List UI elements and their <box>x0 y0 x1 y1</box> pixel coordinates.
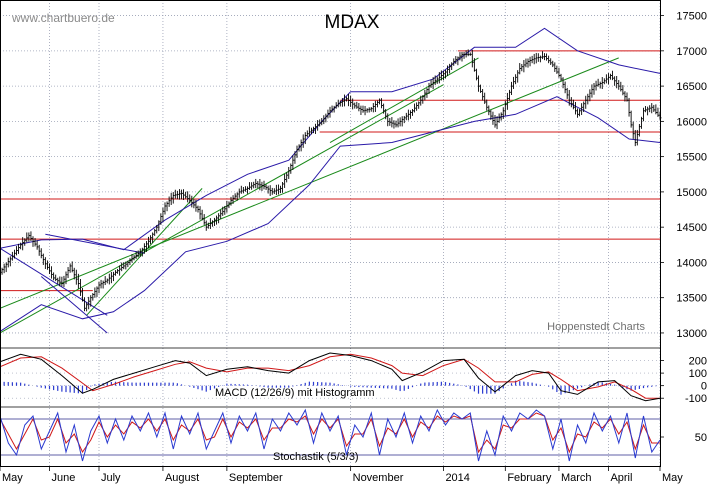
macd-label: MACD (12/26/9) mit Histogramm <box>215 387 375 399</box>
stoch-label: Stochastik (5/3/3) <box>273 451 359 463</box>
panel-frames <box>0 0 661 467</box>
x-tick-label: September <box>229 472 283 484</box>
chart-title: MDAX <box>325 12 380 33</box>
trend-line <box>0 57 619 309</box>
stoch-k-line <box>0 408 661 462</box>
source-label: Hoppenstedt Charts <box>547 321 645 333</box>
macd-y-tick-label: -100 <box>685 393 707 405</box>
x-tick-label: March <box>561 472 592 484</box>
trend-lines <box>0 57 619 334</box>
resistance-support-levels <box>0 50 660 292</box>
macd-y-tick-label: 200 <box>689 356 707 368</box>
price-y-tick-label: 16000 <box>676 116 707 128</box>
channel-line <box>40 276 108 334</box>
x-tick-label: August <box>165 472 199 484</box>
stoch-d-line <box>0 412 660 454</box>
price-y-tick-label: 15000 <box>676 187 707 199</box>
price-y-tick-label: 16500 <box>676 81 707 93</box>
watermark-text: www.chartbuero.de <box>11 11 115 25</box>
y-axis-tick-labels: 13000 13500 14000 14500 15000 15500 16000 16500… <box>660 11 707 444</box>
x-tick-label: May <box>662 472 683 484</box>
channel-line <box>0 247 108 316</box>
price-y-tick-label: 14500 <box>676 222 707 234</box>
stoch-y-tick-label: 50 <box>695 432 707 444</box>
trend-line <box>329 57 479 143</box>
macd-line <box>0 352 661 402</box>
band-lower <box>0 96 661 332</box>
price-y-tick-label: 13000 <box>676 328 707 340</box>
price-series <box>0 49 662 312</box>
macd-signal-line <box>0 353 660 399</box>
macd-y-tick-label: 0 <box>701 381 707 393</box>
macd-y-tick-label: 100 <box>689 368 707 380</box>
price-y-tick-label: 13500 <box>676 293 707 305</box>
x-tick-label: 2014 <box>445 472 469 484</box>
channel-line <box>45 233 145 254</box>
x-axis-tick-labels: May June July August September November 2014 Fe… <box>0 467 683 484</box>
price-y-tick-label: 17000 <box>676 46 707 58</box>
macd-indicator <box>0 352 661 402</box>
outer-frame <box>0 0 661 467</box>
x-tick-label: February <box>507 472 552 484</box>
x-tick-label: June <box>52 472 76 484</box>
grid-lines <box>0 0 661 467</box>
price-y-tick-label: 17500 <box>676 11 707 23</box>
x-tick-label: April <box>610 472 632 484</box>
x-tick-label: July <box>101 472 121 484</box>
x-tick-label: May <box>2 472 23 484</box>
stochastic-indicator <box>0 408 661 462</box>
trend-line <box>0 84 444 334</box>
price-y-tick-label: 15500 <box>676 152 707 164</box>
x-tick-label: November <box>353 472 404 484</box>
price-y-tick-label: 14000 <box>676 257 707 269</box>
